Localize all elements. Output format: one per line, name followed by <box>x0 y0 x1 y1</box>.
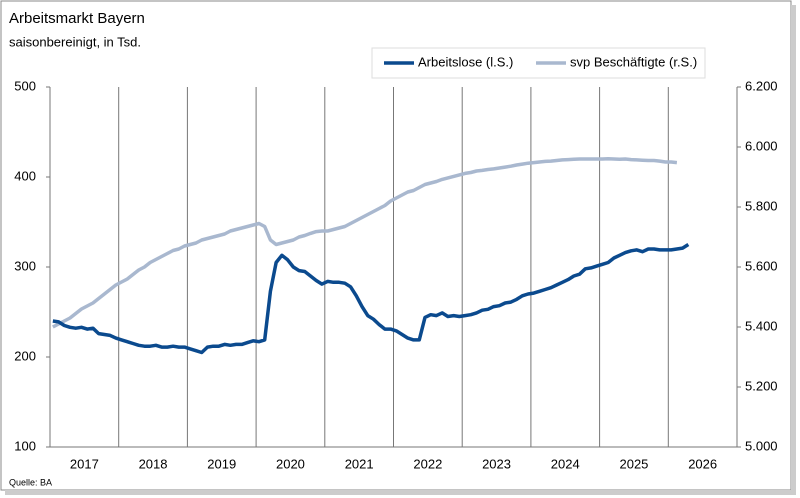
y-tick-label: 400 <box>14 168 36 183</box>
y2-tick-label: 5.800 <box>745 198 778 213</box>
frame <box>0 0 792 491</box>
y2-tick-label: 5.600 <box>745 258 778 273</box>
chart-subtitle: saisonbereinigt, in Tsd. <box>9 34 141 49</box>
x-tick-label: 2018 <box>139 456 168 471</box>
source: Quelle: BA <box>9 477 52 487</box>
x-tick-label: 2026 <box>688 456 717 471</box>
frame-shadow <box>791 5 796 494</box>
x-tick-label: 2022 <box>413 456 442 471</box>
x-tick-label: 2025 <box>619 456 648 471</box>
legend-label: svp Beschäftigte (r.S.) <box>570 54 697 69</box>
legend-label: Arbeitslose (l.S.) <box>418 54 513 69</box>
y-tick-label: 100 <box>14 438 36 453</box>
x-tick-label: 2019 <box>207 456 236 471</box>
frame-shadow <box>5 490 796 495</box>
series-line <box>52 156 678 329</box>
x-tick-label: 2020 <box>276 456 305 471</box>
y2-tick-label: 5.000 <box>745 438 778 453</box>
y-tick-label: 300 <box>14 258 36 273</box>
y2-tick-label: 5.200 <box>745 378 778 393</box>
y2-tick-label: 6.200 <box>745 78 778 93</box>
y-tick-label: 200 <box>14 348 36 363</box>
chart-title: Arbeitsmarkt Bayern <box>9 10 145 27</box>
x-tick-label: 2024 <box>551 456 580 471</box>
series-line <box>52 243 690 355</box>
x-tick-label: 2023 <box>482 456 511 471</box>
x-tick-label: 2017 <box>70 456 99 471</box>
y-tick-label: 500 <box>14 78 36 93</box>
x-tick-label: 2021 <box>345 456 374 471</box>
y2-tick-label: 5.400 <box>745 318 778 333</box>
y2-tick-label: 6.000 <box>745 138 778 153</box>
